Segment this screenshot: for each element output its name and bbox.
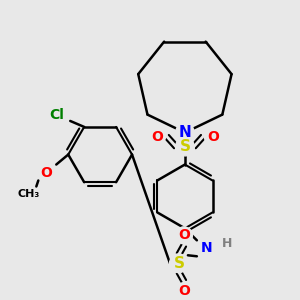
Text: S: S xyxy=(179,139,191,154)
Text: O: O xyxy=(151,130,163,144)
Circle shape xyxy=(176,123,194,142)
Circle shape xyxy=(48,106,65,123)
Text: O: O xyxy=(178,284,190,298)
Circle shape xyxy=(176,283,192,300)
Circle shape xyxy=(169,254,188,273)
Circle shape xyxy=(204,128,221,145)
Text: S: S xyxy=(173,256,184,271)
Text: N: N xyxy=(201,241,213,255)
Text: O: O xyxy=(178,228,190,242)
Text: O: O xyxy=(207,130,219,144)
Text: CH₃: CH₃ xyxy=(17,190,40,200)
Circle shape xyxy=(176,137,194,156)
Text: H: H xyxy=(222,237,232,250)
Circle shape xyxy=(38,164,55,181)
Text: Cl: Cl xyxy=(49,108,64,122)
Circle shape xyxy=(198,240,215,257)
Circle shape xyxy=(176,227,192,244)
Circle shape xyxy=(148,128,166,145)
Text: O: O xyxy=(40,166,52,179)
Text: N: N xyxy=(178,125,191,140)
